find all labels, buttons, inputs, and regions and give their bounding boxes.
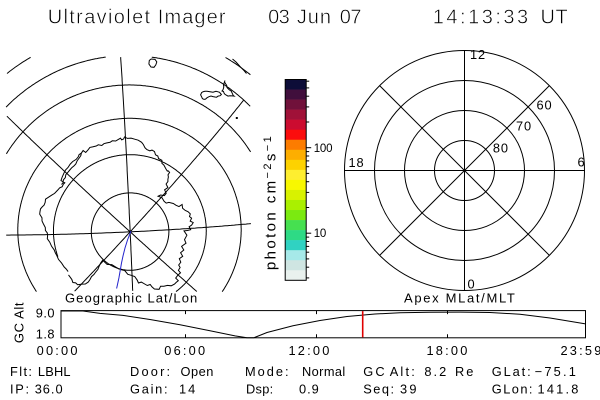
svg-text:39: 39: [400, 381, 419, 396]
svg-text:Door:: Door:: [130, 364, 172, 379]
svg-text:GLon:: GLon:: [492, 381, 534, 396]
svg-text:0: 0: [468, 277, 476, 292]
svg-text:6: 6: [578, 155, 586, 170]
svg-text:Open: Open: [181, 364, 214, 379]
svg-text:−75.1: −75.1: [535, 364, 578, 379]
svg-text:00:00: 00:00: [37, 343, 80, 358]
svg-text:IP:: IP:: [10, 381, 31, 396]
svg-text:100: 100: [314, 143, 333, 155]
svg-text:Imager: Imager: [158, 7, 227, 29]
svg-text:14:13:33: 14:13:33: [433, 7, 531, 29]
svg-text:Mode:: Mode:: [245, 364, 291, 379]
svg-text:Normal: Normal: [302, 364, 346, 379]
svg-text:60: 60: [537, 98, 553, 113]
svg-text:12: 12: [470, 47, 486, 62]
svg-text:12:00: 12:00: [288, 343, 331, 358]
svg-text:10: 10: [314, 228, 326, 240]
svg-text:36.0: 36.0: [35, 381, 64, 396]
svg-text:Gain:: Gain:: [130, 381, 169, 396]
svg-text:Ultraviolet: Ultraviolet: [48, 7, 152, 29]
svg-text:70: 70: [516, 119, 532, 134]
svg-text:Re: Re: [455, 364, 475, 379]
svg-text:80: 80: [493, 141, 509, 156]
svg-text:Geographic Lat/Lon: Geographic Lat/Lon: [65, 291, 198, 306]
svg-text:1.8: 1.8: [36, 326, 55, 341]
svg-text:03: 03: [268, 7, 290, 29]
svg-text:9.0: 9.0: [36, 306, 55, 321]
svg-text:Jun: Jun: [297, 7, 332, 29]
svg-text:Seq:: Seq:: [363, 381, 395, 396]
svg-text:07: 07: [340, 7, 362, 29]
svg-text:photon cm−2s−1: photon cm−2s−1: [262, 134, 280, 270]
svg-text:06:00: 06:00: [164, 343, 207, 358]
svg-text:UT: UT: [541, 7, 569, 29]
svg-text:GC Alt: GC Alt: [12, 302, 27, 343]
svg-text:Flt:: Flt:: [10, 364, 33, 379]
svg-text:18:00: 18:00: [426, 343, 469, 358]
svg-text:Apex MLat/MLT: Apex MLat/MLT: [404, 291, 517, 306]
svg-text:GLat:: GLat:: [492, 364, 533, 379]
svg-text:18: 18: [349, 155, 365, 170]
svg-text:23:59: 23:59: [560, 343, 600, 358]
svg-text:8.2: 8.2: [424, 364, 448, 379]
svg-text:14: 14: [179, 381, 197, 396]
svg-text:141.8: 141.8: [538, 381, 581, 396]
svg-text:Alt:: Alt:: [390, 364, 417, 379]
svg-text:LBHL: LBHL: [38, 364, 71, 379]
svg-text:0.9: 0.9: [299, 381, 320, 396]
svg-text:GC: GC: [363, 364, 387, 379]
svg-text:Dsp:: Dsp:: [246, 381, 274, 396]
